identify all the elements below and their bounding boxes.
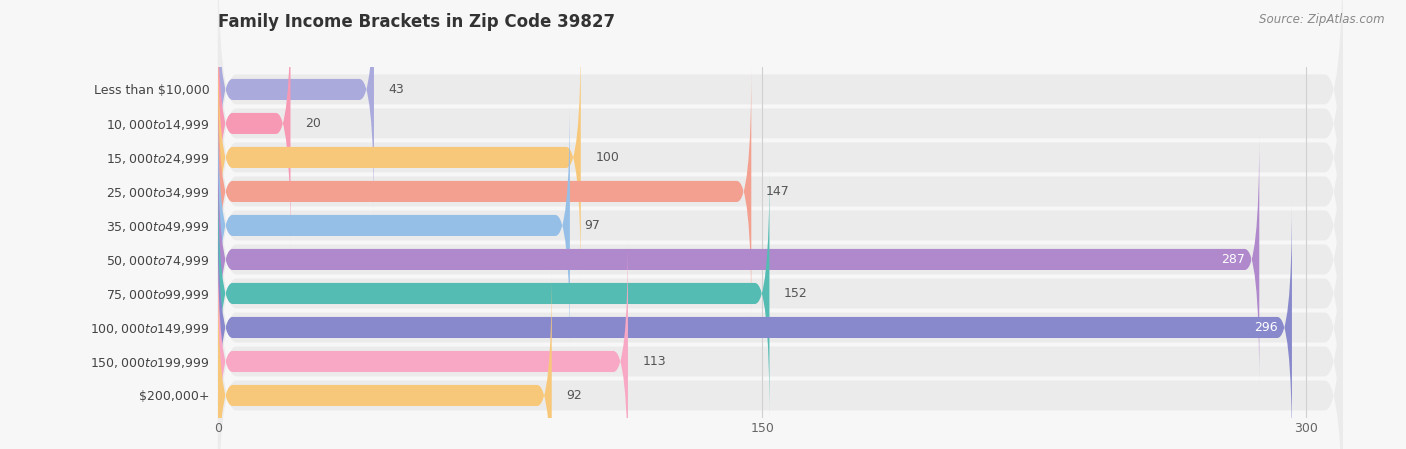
FancyBboxPatch shape: [218, 172, 1343, 449]
FancyBboxPatch shape: [218, 0, 374, 215]
FancyBboxPatch shape: [218, 138, 1343, 449]
Text: 43: 43: [388, 83, 404, 96]
FancyBboxPatch shape: [218, 202, 1292, 449]
FancyBboxPatch shape: [218, 207, 1343, 449]
FancyBboxPatch shape: [218, 70, 1343, 380]
Text: 296: 296: [1254, 321, 1278, 334]
FancyBboxPatch shape: [218, 32, 581, 283]
Text: Source: ZipAtlas.com: Source: ZipAtlas.com: [1260, 13, 1385, 26]
FancyBboxPatch shape: [218, 0, 291, 249]
FancyBboxPatch shape: [218, 0, 1343, 245]
FancyBboxPatch shape: [218, 240, 1343, 449]
Text: 92: 92: [567, 389, 582, 402]
Text: 113: 113: [643, 355, 666, 368]
Text: 20: 20: [305, 117, 321, 130]
FancyBboxPatch shape: [218, 134, 1260, 385]
Text: Family Income Brackets in Zip Code 39827: Family Income Brackets in Zip Code 39827: [218, 13, 614, 31]
FancyBboxPatch shape: [218, 0, 1343, 278]
Text: 152: 152: [785, 287, 807, 300]
FancyBboxPatch shape: [218, 2, 1343, 313]
Text: 100: 100: [595, 151, 619, 164]
FancyBboxPatch shape: [218, 270, 551, 449]
FancyBboxPatch shape: [218, 66, 751, 317]
FancyBboxPatch shape: [218, 100, 569, 351]
FancyBboxPatch shape: [218, 168, 769, 419]
Text: 147: 147: [766, 185, 790, 198]
Text: 97: 97: [585, 219, 600, 232]
Text: 287: 287: [1220, 253, 1244, 266]
FancyBboxPatch shape: [218, 105, 1343, 414]
FancyBboxPatch shape: [218, 36, 1343, 347]
FancyBboxPatch shape: [218, 236, 628, 449]
